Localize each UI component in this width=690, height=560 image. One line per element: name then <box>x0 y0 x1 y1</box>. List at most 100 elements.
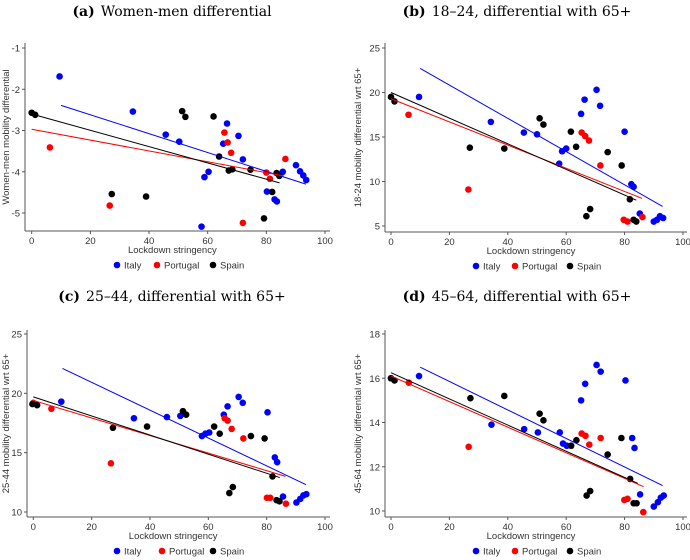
y-axis-label: Women-men mobility differential <box>1 69 12 204</box>
series-spain <box>29 400 283 505</box>
legend-label-italy: Italy <box>483 262 501 273</box>
panel-label: (b) <box>403 4 426 20</box>
data-point-italy <box>487 118 495 126</box>
y-tick-label: 20 <box>11 389 22 400</box>
data-point-spain <box>210 113 217 120</box>
data-point-spain <box>182 113 189 121</box>
data-point-italy <box>56 73 63 80</box>
legend-marker-portugal <box>158 547 166 555</box>
data-point-portugal <box>239 219 247 227</box>
data-point-portugal <box>107 460 115 467</box>
legend: Italy Portugal Spain <box>113 547 244 558</box>
data-point-italy <box>198 223 205 230</box>
y-tick-label: 10 <box>11 508 22 519</box>
x-tick-label: 60 <box>561 522 572 533</box>
data-point-spain <box>268 188 276 196</box>
series-italy <box>415 86 667 225</box>
fit-line-spain <box>390 372 638 484</box>
x-tick-label: 60 <box>202 236 213 247</box>
data-point-italy <box>130 414 138 422</box>
data-point-italy <box>660 492 668 499</box>
data-point-spain <box>540 416 547 424</box>
legend-label-italy: Italy <box>124 547 142 558</box>
data-point-spain <box>466 144 474 151</box>
data-point-spain <box>573 436 580 444</box>
legend-marker-spain <box>209 261 217 269</box>
data-point-portugal <box>266 494 274 502</box>
legend-marker-spain <box>566 262 574 270</box>
data-point-spain <box>604 451 611 458</box>
legend-label-spain: Spain <box>577 262 601 273</box>
data-point-italy <box>205 168 212 176</box>
x-tick-label: 40 <box>144 236 155 247</box>
panel-title-text: 25–44, differential with 65+ <box>86 289 286 305</box>
x-tick-label: 100 <box>675 522 690 533</box>
series-portugal <box>405 111 646 225</box>
series-portugal <box>30 399 290 507</box>
data-point-spain <box>33 401 41 409</box>
y-tick-label: 25 <box>11 330 22 341</box>
y-tick-label: 25 <box>369 44 380 55</box>
data-point-spain <box>540 121 547 128</box>
y-tick-label: 16 <box>369 374 380 385</box>
data-point-italy <box>273 198 281 205</box>
data-point-spain <box>260 215 268 222</box>
legend-label-spain: Spain <box>577 547 601 558</box>
x-tick-label: 100 <box>317 522 333 533</box>
data-point-portugal <box>624 495 631 503</box>
data-point-portugal <box>106 202 114 209</box>
data-point-italy <box>534 429 542 436</box>
data-point-italy <box>263 188 271 195</box>
fit-line-italy <box>419 366 663 487</box>
data-point-italy <box>636 491 644 498</box>
legend-marker-portugal <box>511 547 519 555</box>
series-portugal <box>46 129 289 227</box>
data-point-portugal <box>639 508 647 516</box>
x-tick-label: 0 <box>31 522 36 533</box>
series-portugal <box>387 374 647 516</box>
data-point-portugal <box>585 137 593 144</box>
data-point-spain <box>536 410 543 417</box>
panel-label: (d) <box>403 289 426 305</box>
data-point-italy <box>650 503 658 510</box>
data-point-portugal <box>224 139 231 146</box>
fit-line-portugal <box>31 128 285 177</box>
fit-line-italy <box>62 367 307 486</box>
panel-label: (a) <box>72 4 94 20</box>
data-point-portugal <box>585 441 593 448</box>
data-point-spain <box>500 145 508 152</box>
data-point-spain <box>536 115 543 122</box>
data-point-italy <box>302 176 310 184</box>
data-point-spain <box>109 424 117 432</box>
data-point-spain <box>226 489 233 497</box>
x-axis-label: Lockdown stringency <box>128 245 217 256</box>
data-point-spain <box>572 143 580 151</box>
data-point-spain <box>247 432 255 440</box>
x-tick-label: 0 <box>29 236 34 247</box>
panel-title: (a) Women-men differential <box>72 4 272 20</box>
data-point-portugal <box>46 144 54 151</box>
data-point-italy <box>129 108 137 115</box>
data-point-spain <box>467 394 474 402</box>
data-point-italy <box>520 129 528 136</box>
x-tick-label: 20 <box>444 522 455 533</box>
legend-label-portugal: Portugal <box>164 261 199 272</box>
data-point-portugal <box>224 417 231 424</box>
legend-label-italy: Italy <box>124 261 142 272</box>
legend-marker-italy <box>113 547 121 555</box>
legend-label-italy: Italy <box>483 547 501 558</box>
data-point-spain <box>567 442 575 450</box>
data-point-spain <box>583 492 590 499</box>
y-tick-label: 10 <box>369 507 380 518</box>
legend-label-portugal: Portugal <box>169 547 204 558</box>
legend-marker-italy <box>472 262 480 270</box>
y-tick-label: 14 <box>369 418 380 429</box>
data-point-italy <box>201 173 208 181</box>
panel-title: (b) 18–24, differential with 65+ <box>403 4 632 20</box>
y-tick-label: -5 <box>12 209 20 220</box>
data-point-italy <box>239 399 247 407</box>
y-tick-label: -2 <box>12 85 20 96</box>
data-point-italy <box>279 493 287 500</box>
data-point-portugal <box>465 443 472 451</box>
data-point-italy <box>273 458 281 466</box>
